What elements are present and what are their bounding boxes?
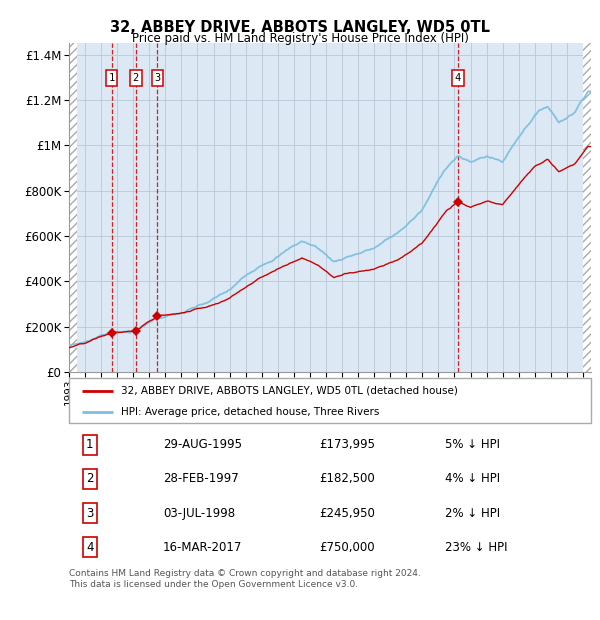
Text: 2: 2 [86, 472, 94, 485]
Text: Contains HM Land Registry data © Crown copyright and database right 2024.
This d: Contains HM Land Registry data © Crown c… [69, 569, 421, 588]
Text: Price paid vs. HM Land Registry's House Price Index (HPI): Price paid vs. HM Land Registry's House … [131, 32, 469, 45]
Text: 1: 1 [109, 73, 115, 83]
Bar [69, 43, 77, 372]
Bar [583, 43, 591, 372]
Text: £173,995: £173,995 [320, 438, 376, 451]
Text: 5% ↓ HPI: 5% ↓ HPI [445, 438, 500, 451]
Text: 1: 1 [86, 438, 94, 451]
Text: 3: 3 [154, 73, 160, 83]
Text: £182,500: £182,500 [320, 472, 376, 485]
Text: 29-AUG-1995: 29-AUG-1995 [163, 438, 242, 451]
Text: 23% ↓ HPI: 23% ↓ HPI [445, 541, 508, 554]
Text: 28-FEB-1997: 28-FEB-1997 [163, 472, 239, 485]
Text: 32, ABBEY DRIVE, ABBOTS LANGLEY, WD5 0TL (detached house): 32, ABBEY DRIVE, ABBOTS LANGLEY, WD5 0TL… [121, 386, 458, 396]
Text: 4: 4 [455, 73, 461, 83]
Text: 2% ↓ HPI: 2% ↓ HPI [445, 507, 500, 520]
Text: 2: 2 [133, 73, 139, 83]
Text: 4: 4 [86, 541, 94, 554]
Text: HPI: Average price, detached house, Three Rivers: HPI: Average price, detached house, Thre… [121, 407, 380, 417]
Text: 3: 3 [86, 507, 94, 520]
Text: 16-MAR-2017: 16-MAR-2017 [163, 541, 242, 554]
Text: 4% ↓ HPI: 4% ↓ HPI [445, 472, 500, 485]
Text: £245,950: £245,950 [320, 507, 376, 520]
Text: £750,000: £750,000 [320, 541, 375, 554]
Text: 32, ABBEY DRIVE, ABBOTS LANGLEY, WD5 0TL: 32, ABBEY DRIVE, ABBOTS LANGLEY, WD5 0TL [110, 20, 490, 35]
Text: 03-JUL-1998: 03-JUL-1998 [163, 507, 235, 520]
